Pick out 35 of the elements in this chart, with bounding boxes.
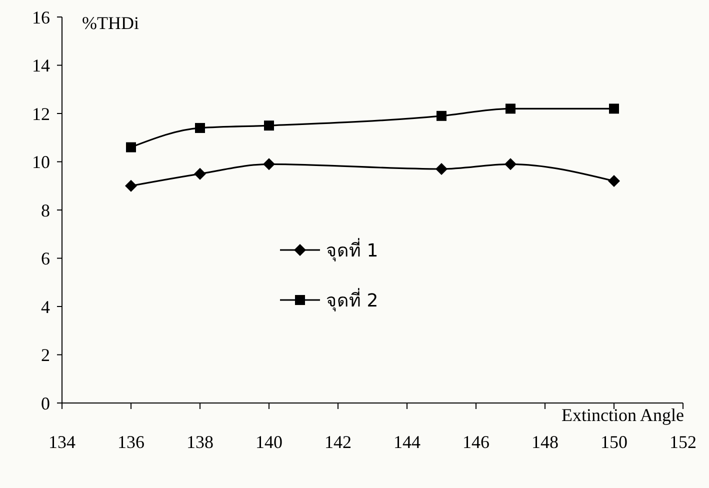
x-tick-label: 138: [186, 432, 214, 452]
point: [436, 162, 448, 175]
y-tick-label: 12: [32, 104, 50, 124]
x-tick-label: 152: [670, 432, 696, 452]
point: [126, 142, 136, 152]
x-tick-label: 144: [394, 432, 420, 452]
point: [609, 104, 619, 114]
point: [125, 180, 137, 192]
x-tick-label: 150: [600, 432, 628, 452]
y-tick-label: 14: [32, 56, 50, 76]
y-tick-label: 4: [41, 296, 50, 317]
point: [263, 158, 275, 170]
y-tick-label: 8: [41, 200, 50, 220]
point: [506, 104, 516, 114]
point: [195, 122, 205, 133]
y-tick-label: 16: [32, 7, 50, 28]
point: [264, 120, 274, 131]
x-tick-label: 136: [118, 432, 144, 452]
point: [504, 158, 516, 170]
y-tick-label: 6: [41, 248, 50, 269]
point: [608, 175, 620, 188]
y-tick-label: 10: [32, 152, 50, 172]
x-tick-label: 134: [48, 432, 76, 452]
y-tick-label: 2: [41, 345, 50, 366]
x-tick-label: 140: [256, 432, 282, 452]
x-tick-label: 146: [462, 432, 490, 452]
point: [194, 168, 206, 180]
point: [436, 110, 446, 121]
y-axis-title: %THDi: [82, 13, 139, 33]
legend-label: จุดที่ 1: [326, 237, 378, 262]
x-tick-label: 142: [324, 432, 352, 452]
x-tick-label: 148: [532, 432, 558, 452]
y-tick-label: 0: [41, 393, 50, 414]
x-axis-title: Extinction Angle: [562, 405, 684, 425]
legend-label: จุดที่ 2: [326, 287, 378, 312]
